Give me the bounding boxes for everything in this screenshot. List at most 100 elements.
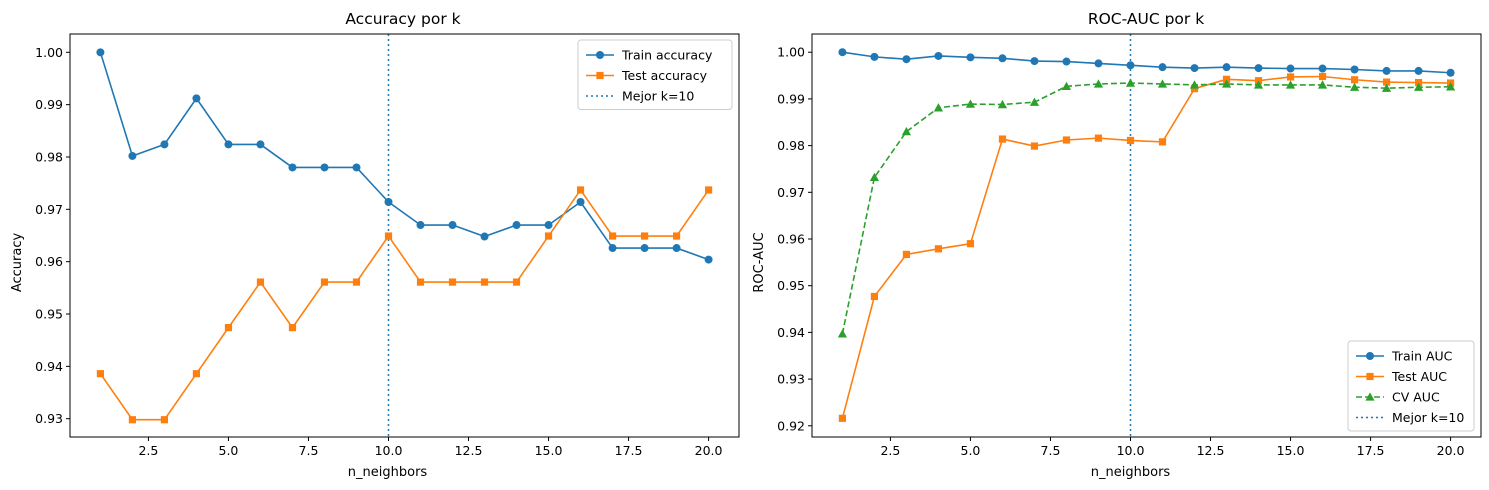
data-point: [966, 240, 975, 248]
series-train-auc: [838, 48, 1455, 77]
data-point: [1318, 64, 1327, 73]
x-axis-label: n_neighbors: [1091, 465, 1171, 480]
legend-label: Mejor k=10: [622, 89, 694, 104]
accuracy-chart: Accuracy por k n_neighbors Accuracy 2.5 5…: [10, 10, 740, 480]
legend-box: [577, 39, 733, 110]
x-tick-label: 2.5: [880, 443, 900, 458]
legend-item-mejor-k-10: Mejor k=10: [1356, 410, 1464, 425]
legend-box: [1347, 340, 1475, 432]
data-point: [160, 140, 169, 149]
roc-auc-chart: ROC-AUC por k n_neighbors ROC-AUC 2.5 5.0…: [752, 10, 1482, 480]
data-point: [1317, 80, 1328, 89]
data-point: [480, 278, 489, 286]
y-tick-label: 0.98: [35, 149, 63, 164]
data-point: [1253, 80, 1264, 89]
data-point: [608, 232, 617, 240]
data-point: [192, 370, 201, 378]
data-point: [512, 221, 521, 230]
x-tick-label: 7.5: [1041, 443, 1061, 458]
y-tick-label: 0.95: [35, 307, 63, 322]
data-point: [869, 172, 880, 182]
data-point: [128, 416, 137, 424]
series-test-accuracy: [96, 186, 713, 424]
data-point: [870, 292, 879, 301]
plot-frame: [811, 33, 1482, 438]
data-point: [1062, 57, 1071, 66]
data-point: [1381, 83, 1392, 92]
x-tick-label: 15.0: [535, 443, 563, 458]
data-point: [96, 48, 105, 57]
data-point: [352, 163, 361, 172]
y-tick-label: 1.00: [777, 45, 805, 60]
legend-label: Train AUC: [1391, 349, 1453, 364]
y-tick-label: 0.98: [777, 138, 805, 153]
data-point: [1158, 138, 1167, 146]
data-point: [1350, 65, 1359, 74]
data-point: [1062, 136, 1071, 144]
series-line: [99, 52, 709, 261]
series-train-accuracy: [96, 48, 713, 264]
data-point: [544, 232, 553, 240]
data-point: [1350, 76, 1359, 84]
data-point: [352, 278, 361, 286]
legend-item-train-auc: Train AUC: [1356, 349, 1453, 364]
y-tick-label: 0.99: [777, 91, 805, 106]
y-tick-label: 0.94: [35, 359, 63, 374]
data-point: [1190, 64, 1199, 73]
data-point: [1126, 136, 1135, 145]
data-point: [1221, 79, 1232, 88]
data-point: [160, 416, 169, 424]
x-tick-label: 2.5: [138, 443, 158, 458]
data-point: [384, 232, 393, 240]
data-point: [1094, 134, 1103, 142]
data-point: [1318, 72, 1327, 81]
data-point: [224, 324, 233, 332]
data-point: [998, 135, 1007, 143]
data-point: [224, 140, 233, 149]
data-point: [902, 250, 911, 259]
y-tick-label: 0.97: [35, 202, 63, 217]
series-cv-auc: [837, 78, 1456, 338]
data-point: [1158, 63, 1167, 72]
y-tick-label: 0.96: [35, 254, 63, 269]
legend: Train accuracy Test accuracy Mejor k=10: [577, 39, 733, 110]
data-point: [1382, 78, 1391, 86]
data-point: [288, 163, 297, 172]
axis-ticks: 2.5 5.0 7.5 10.0 12.5 15.0 17.5 20.0 0.93 0.94 0.9…: [35, 45, 722, 458]
x-tick-label: 12.5: [455, 443, 483, 458]
legend-label: Test accuracy: [621, 68, 708, 83]
data-point: [1094, 59, 1103, 68]
x-tick-label: 10.0: [375, 443, 403, 458]
legend-item-test-accuracy: Test accuracy: [586, 68, 708, 83]
legend-swatch-marker: [1366, 372, 1374, 381]
legend-item-mejor-k-10: Mejor k=10: [586, 89, 694, 104]
y-tick-label: 1.00: [35, 45, 63, 60]
data-point: [544, 221, 553, 230]
data-point: [966, 53, 975, 62]
x-tick-label: 20.0: [1437, 443, 1465, 458]
series-line: [841, 82, 1451, 334]
y-tick-label: 0.97: [777, 185, 805, 200]
data-point: [1286, 73, 1295, 81]
data-point: [256, 140, 265, 149]
data-point: [96, 370, 105, 378]
data-point: [1061, 81, 1072, 90]
data-point: [934, 51, 943, 60]
data-point: [1190, 85, 1199, 93]
x-tick-label: 15.0: [1277, 443, 1305, 458]
data-point: [1093, 79, 1104, 88]
data-point: [901, 126, 912, 136]
x-tick-label: 20.0: [695, 443, 723, 458]
data-point: [933, 103, 944, 112]
x-tick-label: 10.0: [1117, 443, 1145, 458]
data-point: [1029, 97, 1040, 106]
legend-label: Train accuracy: [621, 48, 713, 63]
data-point: [838, 48, 847, 57]
data-point: [512, 278, 521, 286]
data-point: [1445, 82, 1456, 91]
x-tick-label: 5.0: [961, 443, 981, 458]
data-point: [416, 278, 425, 286]
data-point: [870, 52, 879, 61]
